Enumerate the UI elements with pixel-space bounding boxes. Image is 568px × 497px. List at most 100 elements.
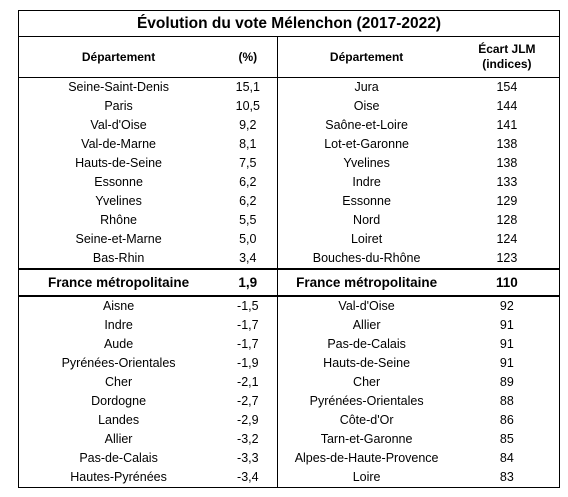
cell: -2,9 (237, 413, 259, 427)
title: Évolution du vote Mélenchon (2017-2022) (18, 10, 560, 37)
cell: 91 (499, 356, 514, 370)
cell: Hauts-de-Seine (277, 354, 455, 373)
cell: Essonne (94, 175, 143, 189)
cell: France métropolitaine (277, 268, 455, 297)
cell: -2,7 (237, 394, 259, 408)
cell: 91 (499, 337, 514, 351)
cell: 138 (496, 137, 518, 151)
row: Dordogne -2,7 Pyrénées-Orientales 88 (19, 392, 560, 411)
cell: Côte-d'Or (277, 411, 455, 430)
cell: Bouches-du-Rhône (277, 249, 455, 269)
cell: 6,2 (239, 175, 257, 189)
cell: Jura (277, 77, 455, 97)
cell: Hautes-Pyrénées (70, 470, 167, 484)
cell: 138 (496, 156, 518, 170)
cell: Aude (103, 337, 134, 351)
row: Seine-et-Marne 5,0 Loiret 124 (19, 230, 560, 249)
row: Rhône 5,5 Nord 128 (19, 211, 560, 230)
cell: 85 (499, 432, 514, 446)
cell: Val-d'Oise (277, 296, 455, 316)
cell: Seine-Saint-Denis (68, 80, 169, 94)
row: France métropolitaine 1,9 France métropoli… (18, 268, 560, 297)
cell: 5,0 (239, 232, 257, 246)
row: Aude -1,7 Pas-de-Calais 91 (19, 335, 560, 354)
cell: Alpes-de-Haute-Provence (277, 449, 455, 468)
cell: Allier (104, 432, 133, 446)
cell: Oise (277, 97, 455, 116)
cell: 144 (496, 99, 518, 113)
header: Département (18, 36, 219, 78)
cell: -1,5 (237, 299, 259, 313)
cell: -1,9 (237, 356, 259, 370)
cell: Val-d'Oise (90, 118, 147, 132)
cell: Pas-de-Calais (277, 335, 455, 354)
row: Landes -2,9 Côte-d'Or 86 (19, 411, 560, 430)
row: Pyrénées-Orientales -1,9 Hauts-de-Seine 91 (19, 354, 560, 373)
cell: 88 (499, 394, 514, 408)
cell: Cher (277, 373, 455, 392)
header-row: Département (%) Département Écart JLM (in… (18, 36, 560, 78)
row: Cher -2,1 Cher 89 (19, 373, 560, 392)
cell: -3,3 (237, 451, 259, 465)
cell: Saône-et-Loire (277, 116, 455, 135)
cell: 141 (496, 118, 518, 132)
row: Allier -3,2 Tarn-et-Garonne 85 (19, 430, 560, 449)
cell: Loire (277, 468, 455, 488)
cell: 8,1 (239, 137, 257, 151)
row: Essonne 6,2 Indre 133 (19, 173, 560, 192)
cell: 10,5 (235, 99, 260, 113)
cell: Yvelines (95, 194, 142, 208)
row: Val-d'Oise 9,2 Saône-et-Loire 141 (19, 116, 560, 135)
cell: 9,2 (239, 118, 257, 132)
row: Paris 10,5 Oise 144 (19, 97, 560, 116)
row: Bas-Rhin 3,4 Bouches-du-Rhône 123 (19, 249, 560, 269)
cell: 129 (496, 194, 518, 208)
cell: 1,9 (218, 268, 278, 297)
cell: Aisne (102, 299, 135, 313)
cell: 86 (499, 413, 514, 427)
cell: 92 (499, 299, 514, 313)
row: Pas-de-Calais -3,3 Alpes-de-Haute-Provence… (19, 449, 560, 468)
cell: Seine-et-Marne (75, 232, 162, 246)
cell: Tarn-et-Garonne (277, 430, 455, 449)
title-row: Évolution du vote Mélenchon (2017-2022) (18, 10, 560, 37)
cell: Yvelines (277, 154, 455, 173)
cell: -1,7 (237, 318, 259, 332)
cell: -2,1 (237, 375, 259, 389)
cell: 84 (499, 451, 514, 465)
cell: Indre (277, 173, 455, 192)
cell: -3,4 (237, 470, 259, 484)
cell: 123 (496, 251, 518, 265)
cell: France métropolitaine (18, 268, 219, 297)
header: Département (277, 36, 455, 78)
header-line: (indices) (482, 57, 532, 71)
row: Hauts-de-Seine 7,5 Yvelines 138 (19, 154, 560, 173)
cell: 7,5 (239, 156, 257, 170)
cell: Landes (98, 413, 140, 427)
cell: Essonne (277, 192, 455, 211)
cell: Val-de-Marne (81, 137, 156, 151)
cell: Loiret (277, 230, 455, 249)
cell: Rhône (100, 213, 137, 227)
cell: 6,2 (239, 194, 257, 208)
cell: 124 (496, 232, 518, 246)
cell: 15,1 (235, 80, 260, 94)
cell: Dordogne (91, 394, 147, 408)
table: Évolution du vote Mélenchon (2017-2022) … (18, 10, 560, 488)
cell: Lot-et-Garonne (277, 135, 455, 154)
row: Yvelines 6,2 Essonne 129 (19, 192, 560, 211)
cell: Allier (277, 316, 455, 335)
header-line: Écart JLM (478, 42, 536, 56)
row: Indre -1,7 Allier 91 (19, 316, 560, 335)
cell: Indre (104, 318, 133, 332)
row: Hautes-Pyrénées -3,4 Loire 83 (19, 468, 560, 488)
cell: Pyrénées-Orientales (61, 356, 176, 370)
row: Seine-Saint-Denis 15,1 Jura 154 (19, 77, 560, 97)
cell: 128 (496, 213, 518, 227)
cell: 5,5 (239, 213, 257, 227)
cell: Pyrénées-Orientales (277, 392, 455, 411)
cell: -1,7 (237, 337, 259, 351)
header: (%) (218, 36, 278, 78)
cell: Cher (105, 375, 133, 389)
cell: Pas-de-Calais (79, 451, 158, 465)
